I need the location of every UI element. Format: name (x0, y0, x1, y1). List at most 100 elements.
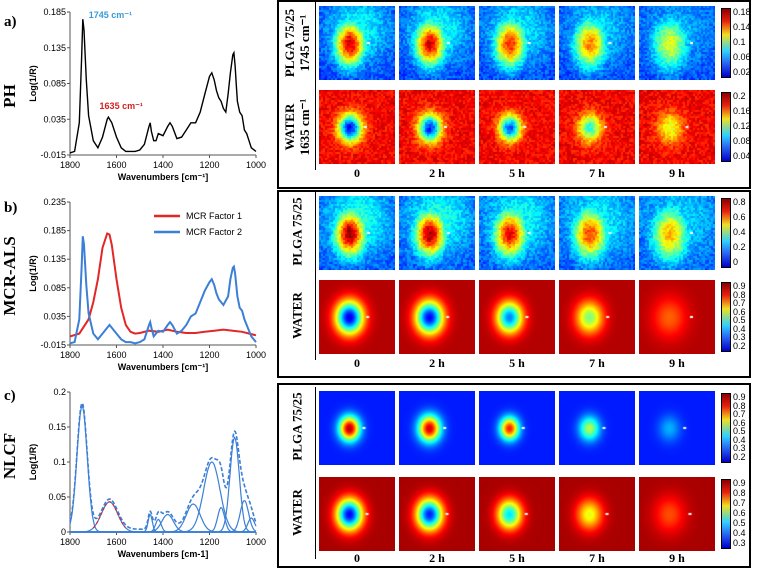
y-tick-label: 0.035 (43, 114, 66, 124)
annotation-1635: 1635 cm⁻¹ (100, 101, 143, 111)
map-water-t0 (319, 477, 395, 551)
map-water-t2 (479, 477, 555, 551)
row-label-plga: PLGA 75/25 (289, 197, 305, 266)
map-plga-t2 (479, 196, 555, 270)
x-tick-label: 1600 (106, 537, 126, 547)
colorbar-tick-label: 0.8 (733, 197, 746, 207)
y-tick-label: -0.015 (40, 150, 66, 160)
colorbar-tick-label: 0.4 (733, 323, 746, 334)
colorbar-tick-label: 0.08 (733, 136, 751, 146)
row-label-line1: PLGA 75/25 (282, 8, 297, 78)
label-separator (315, 192, 316, 276)
row-label-line2: 1745 cm⁻¹ (297, 14, 312, 72)
time-label-1: 2 h (429, 551, 445, 565)
colorbar-tick-label: 0.1 (733, 37, 746, 47)
map-water-t3 (559, 477, 635, 551)
x-tick-label: 1800 (60, 160, 80, 170)
y-tick-label: 0.085 (43, 79, 66, 89)
x-tick-label: 1800 (60, 350, 80, 360)
y-tick-label: 0.185 (43, 226, 66, 236)
panel-b-letter: b) (4, 200, 18, 216)
colorbar-tick-label: 0.6 (733, 508, 746, 518)
map-water-t4 (639, 90, 715, 164)
x-tick-label: 1000 (246, 350, 266, 360)
colorbar-tick-label: 0 (733, 257, 739, 267)
y-tick-label: 0.135 (43, 254, 66, 264)
row-label-line2: 1635 cm⁻¹ (297, 98, 312, 156)
colorbar-tick-label: 0.2 (733, 242, 746, 252)
row-label-line1: WATER (282, 103, 297, 151)
label-separator (315, 387, 316, 473)
x-axis-label: Wavenumbers [cm⁻¹] (118, 362, 208, 372)
row-label-plga: PLGA 75/25 1745 cm⁻¹ (282, 3, 312, 83)
colorbar-tick-label: 0.8 (733, 400, 746, 411)
colorbar-tick-label: 0.6 (733, 306, 746, 317)
colorbar-water (721, 282, 731, 352)
x-tick-label: 1600 (106, 350, 126, 360)
map-plga-t3 (559, 391, 635, 465)
series-line-1 (69, 19, 257, 154)
time-label-2: 5 h (509, 356, 525, 370)
time-label-3: 7 h (589, 166, 605, 180)
y-tick-label: 0.05 (48, 492, 66, 502)
x-tick-label: 1200 (199, 537, 219, 547)
colorbar-tick-label: 0.9 (733, 478, 746, 488)
map-water-t2 (479, 280, 555, 354)
colorbar-tick-label: 0.18 (733, 7, 751, 17)
map-water-t3 (559, 90, 635, 164)
map-plga-t0 (319, 6, 395, 80)
map-plga-t3 (559, 196, 635, 270)
x-tick-label: 1800 (60, 537, 80, 547)
colorbar-water (721, 479, 731, 549)
y-axis-label: Log(1/R) (28, 65, 38, 102)
map-plga-t1 (399, 391, 475, 465)
panel-a-letter: a) (4, 14, 17, 30)
colorbar-tick-label: 0.2 (733, 452, 746, 462)
y-tick-label: 0.035 (43, 311, 66, 321)
colorbar-plga (721, 198, 731, 268)
map-water-t4 (639, 280, 715, 354)
y-tick-label: 0.135 (43, 43, 66, 53)
time-label-4: 9 h (669, 356, 685, 370)
row-label-water: WATER 1635 cm⁻¹ (282, 87, 312, 167)
maps-panel-c: PLGA 75/25 0.9 0.8 0.7 0.6 0.5 0.4 0.3 0.2 WATER 0… (277, 383, 751, 568)
x-axis-label: Wavenumbers [cm-1] (118, 549, 209, 559)
annotation-1745: 1745 cm⁻¹ (89, 10, 132, 20)
y-tick-label: -0.015 (40, 340, 66, 350)
maps-panel-a: PLGA 75/25 1745 cm⁻¹ 0.18 0.14 0.1 0.06 0.02 WA… (277, 0, 751, 189)
colorbar-tick-label: 0.6 (733, 212, 746, 222)
series-line-1 (69, 232, 257, 338)
colorbar-tick-label: 0.14 (733, 22, 751, 32)
colorbar-water (721, 92, 731, 162)
colorbar-tick-label: 0.16 (733, 106, 751, 116)
label-separator (315, 2, 316, 86)
x-axis-label: Wavenumbers [cm⁻¹] (118, 172, 208, 182)
colorbar-tick-label: 0.7 (733, 498, 746, 508)
fit-band-11 (70, 517, 257, 533)
row-label-water: WATER (289, 489, 305, 536)
colorbar-tick-label: 0.6 (733, 417, 746, 428)
map-water-t3 (559, 280, 635, 354)
time-label-0: 0 (354, 166, 360, 180)
fit-1635-highlight (92, 501, 126, 529)
colorbar-tick-label: 0.8 (733, 488, 746, 498)
colorbar-tick-label: 0.7 (733, 298, 746, 309)
colorbar-tick-label: 0.3 (733, 332, 746, 343)
y-tick-label: 0.235 (43, 197, 66, 207)
time-label-2: 5 h (509, 166, 525, 180)
map-plga-t3 (559, 6, 635, 80)
x-tick-label: 1200 (199, 350, 219, 360)
map-plga-t0 (319, 196, 395, 270)
label-separator (315, 276, 316, 360)
x-tick-label: 1000 (246, 537, 266, 547)
time-label-3: 7 h (589, 551, 605, 565)
map-water-t1 (399, 280, 475, 354)
colorbar-tick-label: 0.7 (733, 409, 746, 420)
colorbar-tick-label: 0.4 (733, 434, 746, 445)
time-label-4: 9 h (669, 551, 685, 565)
y-axis-label: Log(1/R) (28, 255, 38, 292)
row-label-water: WATER (289, 292, 305, 339)
y-axis-label: Log(1/R) (28, 444, 38, 481)
x-tick-label: 1600 (106, 160, 126, 170)
method-label-ph: PH (0, 84, 19, 108)
